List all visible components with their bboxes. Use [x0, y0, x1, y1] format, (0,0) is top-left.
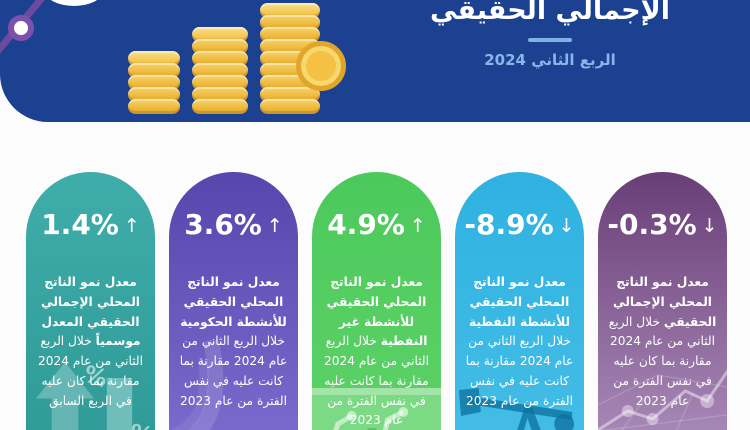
header-text-block: الإجمالي الحقيقي الربع الثاني 2024 — [380, 0, 720, 69]
percent-value: 4.9% ↑ — [327, 208, 426, 241]
percent-value: 3.6% ↑ — [184, 208, 283, 241]
coin-stacks-icon — [128, 0, 346, 114]
card-description-rest: خلال الربع الثاني من عام 2024 مقارنة بما… — [608, 314, 716, 408]
card-description: معدل نمو الناتج المحلي الإجمالي الحقيقي … — [26, 273, 155, 411]
percent-number: -8.9% — [464, 208, 554, 241]
up-arrow-icon: ↑ — [266, 214, 283, 237]
card-description-bold: معدل نمو الناتج المحلي الإجمالي الحقيقي — [613, 275, 717, 329]
stat-card-non-oil-activities: 4.9% ↑ معدل نمو الناتج المحلي الحقيقي لل… — [312, 172, 441, 430]
card-description-rest: خلال الربع الثاني من عام 2024 مقارنة بما… — [179, 334, 288, 408]
coin-stack-medium — [192, 27, 248, 114]
standing-coin-icon — [296, 41, 346, 91]
percent-number: 4.9% — [327, 208, 405, 241]
card-description: معدل نمو الناتج المحلي الحقيقي للأنشطة غ… — [312, 273, 441, 430]
card-description-bold: معدل نمو الناتج المحلي الحقيقي للأنشطة ا… — [180, 275, 287, 329]
stat-card-government-activities: 3.6% ↑ معدل نمو الناتج المحلي الحقيقي لل… — [169, 172, 298, 430]
percent-value: -0.3% ↓ — [607, 208, 717, 241]
line-chart-node-icon — [0, 0, 97, 54]
up-arrow-icon: ↑ — [409, 214, 426, 237]
down-arrow-icon: ↓ — [558, 214, 575, 237]
percent-number: -0.3% — [607, 208, 697, 241]
page-title: الإجمالي الحقيقي — [430, 0, 670, 26]
card-description-rest: خلال الربع الثاني من عام 2024 مقارنة بما… — [465, 334, 574, 408]
percent-value: 1.4% ↑ — [41, 208, 140, 241]
percent-number: 3.6% — [184, 208, 262, 241]
stat-card-total-gdp-yoy: -0.3% ↓ معدل نمو الناتج المحلي الإجمالي … — [598, 172, 727, 430]
percent-value: -8.9% ↓ — [464, 208, 574, 241]
card-description-bold: معدل نمو الناتج المحلي الحقيقي للأنشطة غ… — [326, 275, 428, 349]
stat-cards-row: 1.4% ↑ معدل نمو الناتج المحلي الإجمالي ا… — [0, 172, 750, 430]
card-description-rest: خلال الربع الثاني من عام 2024 مقارنة بما… — [37, 334, 144, 408]
card-description-bold: معدل نمو الناتج المحلي الحقيقي للأنشطة ا… — [468, 275, 571, 329]
card-description: معدل نمو الناتج المحلي الحقيقي للأنشطة ا… — [169, 273, 298, 411]
card-description-bold: معدل نمو الناتج المحلي الإجمالي الحقيقي … — [41, 275, 141, 349]
up-arrow-icon: ↑ — [123, 214, 140, 237]
quarter-label: الربع الثاني 2024 — [484, 50, 616, 69]
title-divider — [528, 37, 572, 42]
stat-card-oil-activities: -8.9% ↓ معدل نمو الناتج المحلي الحقيقي ل… — [455, 172, 584, 430]
percent-number: 1.4% — [41, 208, 119, 241]
down-arrow-icon: ↓ — [701, 214, 718, 237]
header-banner: الإجمالي الحقيقي الربع الثاني 2024 — [0, 0, 750, 122]
card-description: معدل نمو الناتج المحلي الإجمالي الحقيقي … — [598, 273, 727, 411]
coin-stack-tall — [260, 3, 346, 114]
card-description: معدل نمو الناتج المحلي الحقيقي للأنشطة ا… — [455, 273, 584, 411]
coin-stack-small — [128, 51, 180, 114]
percent-glyph-icon: % — [128, 420, 155, 430]
stat-card-seasonally-adjusted: 1.4% ↑ معدل نمو الناتج المحلي الإجمالي ا… — [26, 172, 155, 430]
